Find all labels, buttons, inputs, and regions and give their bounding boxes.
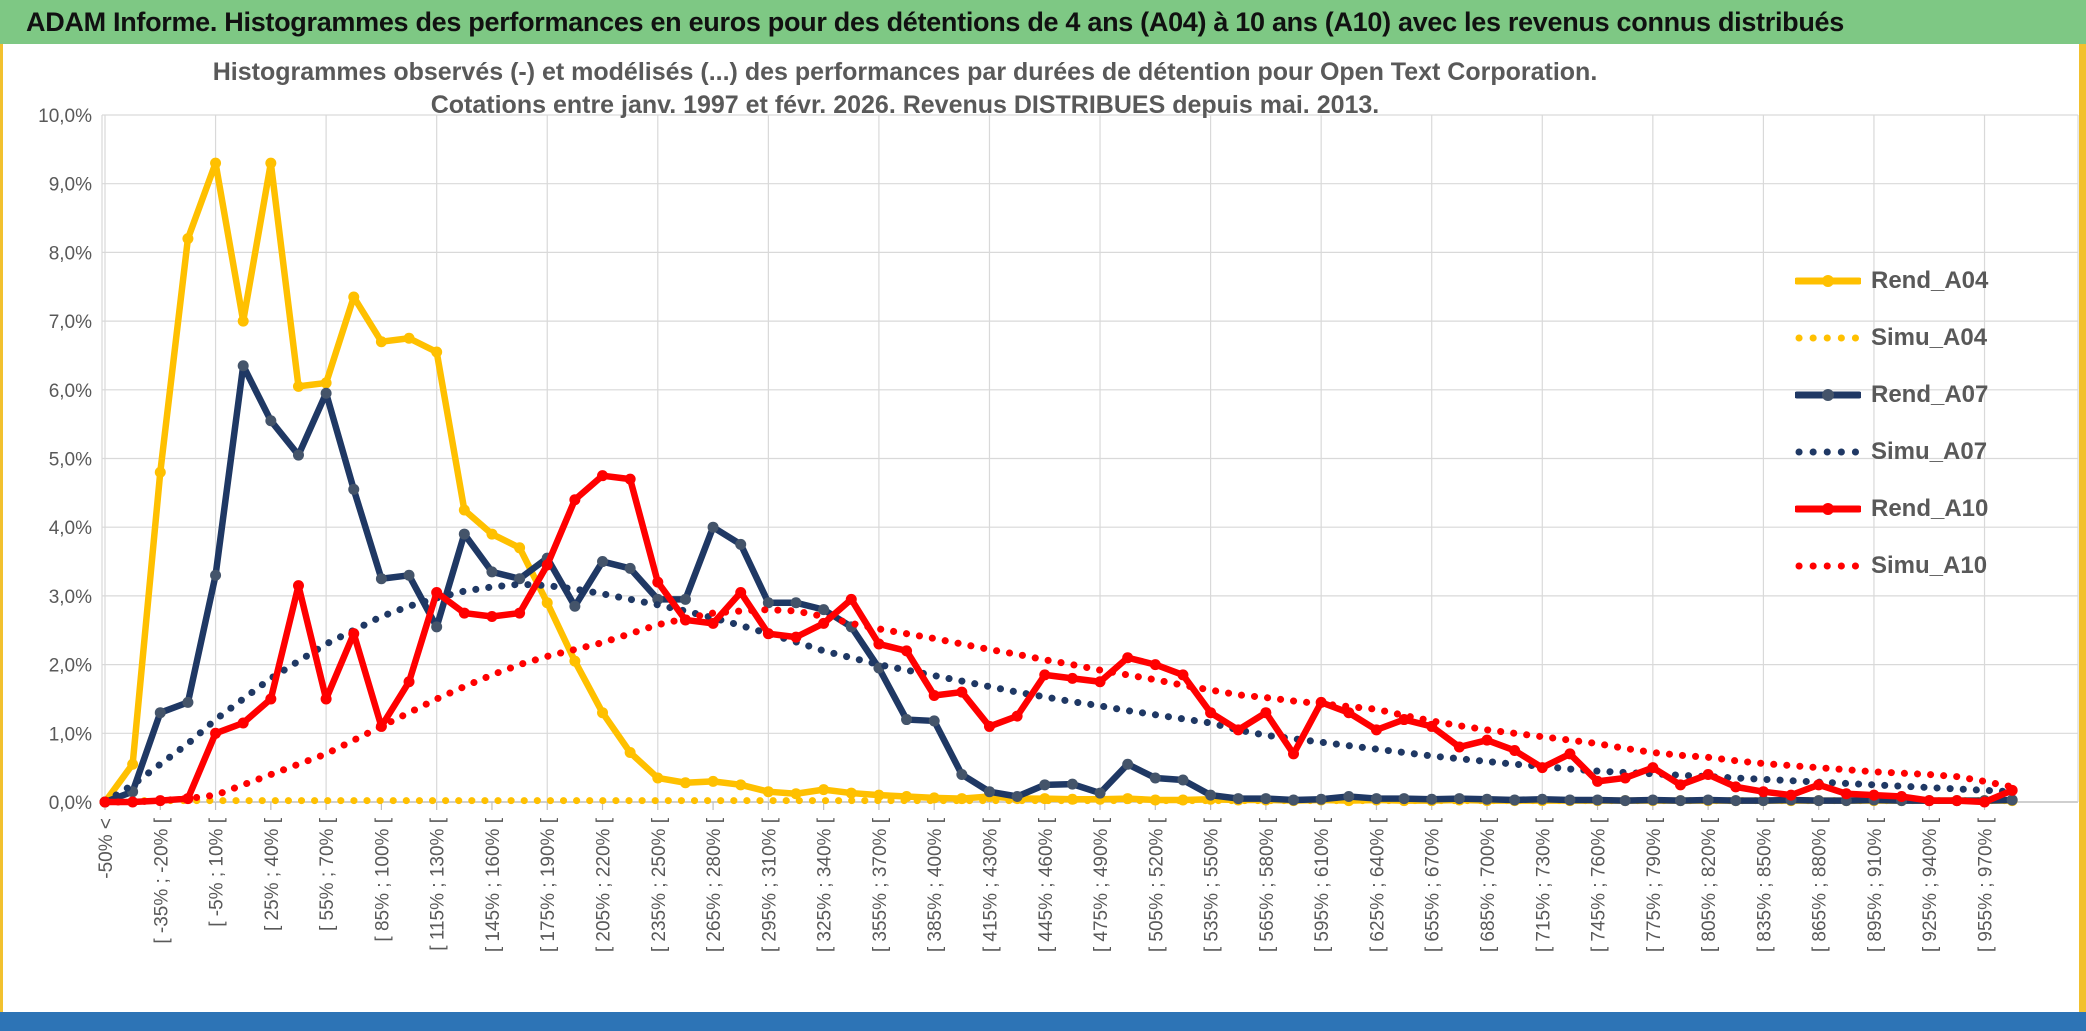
x-axis-label: [ 745% ; 760% [	[1589, 817, 1610, 952]
x-axis-label: [ 835% ; 850% [	[1754, 817, 1775, 952]
x-axis-label: [ -35% ; -20% [	[151, 817, 172, 943]
x-axis-label: [ 445% ; 460% [	[1036, 817, 1057, 952]
x-axis-label: [ 955% ; 970% [	[1976, 817, 1997, 952]
y-axis-label: 3,0%	[49, 587, 92, 608]
legend-item-Simu_A10[interactable]: Simu_A10	[1795, 537, 2055, 594]
y-axis-label: 6,0%	[49, 381, 92, 402]
legend-line-sample	[1795, 274, 1861, 287]
left-accent-border	[0, 44, 3, 1012]
legend-label: Simu_A10	[1871, 551, 1988, 579]
x-axis-label: [ 25% ; 40% [	[262, 817, 283, 931]
legend-line-sample	[1795, 502, 1861, 515]
x-axis-label: [ 925% ; 940% [	[1920, 817, 1941, 952]
x-axis-label: [ 805% ; 820% [	[1699, 817, 1720, 952]
x-axis-label: [ 895% ; 910% [	[1865, 817, 1886, 952]
legend-item-Rend_A07[interactable]: Rend_A07	[1795, 366, 2055, 423]
x-axis-label: [ 295% ; 310% [	[759, 817, 780, 952]
x-axis-label: [ 85% ; 100% [	[372, 817, 393, 941]
x-axis-label: [ 55% ; 70% [	[317, 817, 338, 931]
x-axis-label: [ 415% ; 430% [	[980, 817, 1001, 952]
legend-item-Rend_A10[interactable]: Rend_A10	[1795, 480, 2055, 537]
series-Simu_A10	[101, 606, 2016, 806]
x-axis-label: [ 265% ; 280% [	[704, 817, 725, 952]
x-axis-label: [ 355% ; 370% [	[870, 817, 891, 952]
y-axis-label: 9,0%	[49, 175, 92, 196]
x-axis-label: [ 595% ; 610% [	[1312, 817, 1333, 952]
legend-label: Rend_A07	[1871, 380, 1989, 408]
x-axis-label: [ 655% ; 670% [	[1423, 817, 1444, 952]
y-axis-label: 10,0%	[38, 106, 92, 127]
performance-histogram-chart: 0,0% 1,0% 2,0% 3,0% 4,0% 5,0% 6,0% 7,0% 8,0% 9,0%…	[38, 58, 2079, 952]
y-axis-label: 7,0%	[49, 312, 92, 333]
legend-line-sample	[1795, 448, 1861, 455]
legend-label: Rend_A04	[1871, 266, 1989, 294]
x-axis-label: [ 625% ; 640% [	[1367, 817, 1388, 952]
y-axis-label: 0,0%	[49, 793, 92, 814]
x-axis-label: [ 325% ; 340% [	[815, 817, 836, 952]
right-accent-border	[2079, 44, 2086, 1016]
x-axis-label: [ 115% ; 130% [	[428, 817, 449, 950]
legend-label: Rend_A10	[1871, 494, 1989, 522]
x-axis-label: [ 715% ; 730% [	[1533, 817, 1554, 952]
x-axis-label: -50% <	[96, 818, 117, 879]
y-axis-label: 2,0%	[49, 656, 92, 677]
x-axis-label: [ 535% ; 550% [	[1202, 817, 1223, 952]
x-axis-label: [ 865% ; 880% [	[1810, 817, 1831, 952]
x-axis-label: [ 475% ; 490% [	[1091, 817, 1112, 952]
series-Simu_A04	[101, 797, 2016, 806]
y-axis-label: 8,0%	[49, 243, 92, 264]
chart-title: Histogrammes observés (-) et modélisés (…	[213, 58, 1598, 86]
x-axis-label: [ 235% ; 250% [	[649, 817, 670, 952]
page-title: ADAM Informe. Histogrammes des performan…	[26, 6, 1844, 37]
legend-item-Rend_A04[interactable]: Rend_A04	[1795, 252, 2055, 309]
x-axis-label: [ 175% ; 190% [	[538, 817, 559, 952]
legend-line-sample	[1795, 334, 1861, 341]
chart-subtitle: Cotations entre janv. 1997 et févr. 2026…	[431, 91, 1380, 119]
legend-line-sample	[1795, 562, 1861, 569]
series-Simu_A07	[101, 580, 2016, 806]
series-Rend_A04	[99, 157, 2018, 808]
chart-region: 0,0% 1,0% 2,0% 3,0% 4,0% 5,0% 6,0% 7,0% 8,0% 9,0%…	[0, 44, 2086, 1013]
bottom-scroll-bar[interactable]	[0, 1012, 2086, 1031]
legend-item-Simu_A07[interactable]: Simu_A07	[1795, 423, 2055, 480]
legend-line-sample	[1795, 388, 1861, 401]
x-axis-label: [ -5% ; 10% [	[207, 817, 228, 926]
y-axis-label: 4,0%	[49, 518, 92, 539]
x-axis-label: [ 685% ; 700% [	[1478, 817, 1499, 952]
y-axis-label: 1,0%	[49, 724, 92, 745]
y-axis-label: 5,0%	[49, 450, 92, 471]
series-Rend_A07	[99, 360, 2018, 808]
legend-label: Simu_A07	[1871, 437, 1988, 465]
x-axis-label: [ 145% ; 160% [	[483, 817, 504, 952]
series-Rend_A10	[99, 470, 2018, 808]
title-bar: ADAM Informe. Histogrammes des performan…	[0, 0, 2086, 44]
x-axis-label: [ 505% ; 520% [	[1146, 817, 1167, 952]
x-axis-label: [ 565% ; 580% [	[1257, 817, 1278, 952]
x-axis-label: [ 205% ; 220% [	[594, 817, 615, 952]
legend-item-Simu_A04[interactable]: Simu_A04	[1795, 309, 2055, 366]
x-axis-label: [ 775% ; 790% [	[1644, 817, 1665, 952]
chart-legend: Rend_A04 Simu_A04 Rend_A07 Simu_A07 Rend_A10…	[1795, 252, 2055, 594]
x-axis-label: [ 385% ; 400% [	[925, 817, 946, 952]
legend-label: Simu_A04	[1871, 323, 1988, 351]
